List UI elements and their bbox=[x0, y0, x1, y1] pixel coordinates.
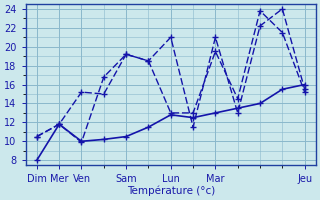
X-axis label: Température (°c): Température (°c) bbox=[127, 185, 215, 196]
